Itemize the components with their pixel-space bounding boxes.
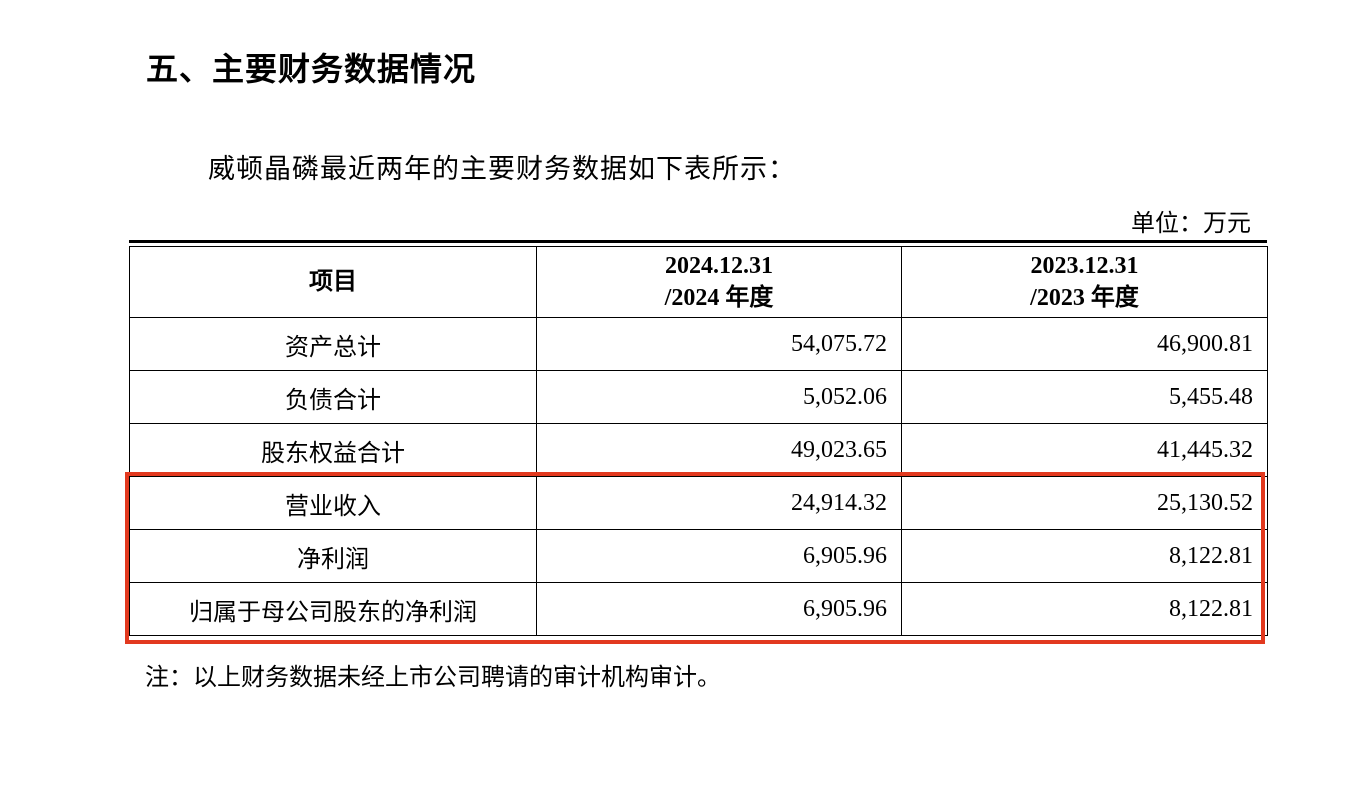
table-row: 资产总计 54,075.72 46,900.81 [129, 317, 1268, 371]
row-value-2024: 24,914.32 [536, 476, 902, 530]
row-item-label: 净利润 [129, 529, 537, 583]
row-item-label: 营业收入 [129, 476, 537, 530]
table-top-rule [129, 240, 1267, 243]
header-2023: 2023.12.31 /2023 年度 [901, 246, 1268, 318]
table-header-row: 项目 2024.12.31 /2024 年度 2023.12.31 /2023 … [129, 246, 1268, 318]
header-2023-period: /2023 年度 [1030, 285, 1139, 311]
row-value-2024: 6,905.96 [536, 582, 902, 636]
row-value-2024: 49,023.65 [536, 423, 902, 477]
table-row: 净利润 6,905.96 8,122.81 [129, 529, 1268, 583]
header-2024-date: 2024.12.31 [665, 253, 773, 279]
row-value-2023: 46,900.81 [901, 317, 1268, 371]
row-value-2023: 25,130.52 [901, 476, 1268, 530]
header-2023-date: 2023.12.31 [1030, 253, 1139, 279]
table-row: 营业收入 24,914.32 25,130.52 [129, 476, 1268, 530]
row-value-2024: 6,905.96 [536, 529, 902, 583]
footnote: 注：以上财务数据未经上市公司聘请的审计机构审计。 [145, 663, 721, 691]
row-item-label: 负债合计 [129, 370, 537, 424]
header-item: 项目 [129, 246, 537, 318]
unit-label: 单位：万元 [1131, 209, 1251, 237]
header-item-label: 项目 [309, 269, 357, 295]
table-row: 归属于母公司股东的净利润 6,905.96 8,122.81 [129, 582, 1268, 636]
row-value-2024: 54,075.72 [536, 317, 902, 371]
row-value-2023: 8,122.81 [901, 529, 1268, 583]
row-value-2023: 8,122.81 [901, 582, 1268, 636]
row-value-2024: 5,052.06 [536, 370, 902, 424]
intro-paragraph: 威顿晶磷最近两年的主要财务数据如下表所示： [208, 154, 796, 185]
row-value-2023: 5,455.48 [901, 370, 1268, 424]
row-value-2023: 41,445.32 [901, 423, 1268, 477]
table-row: 股东权益合计 49,023.65 41,445.32 [129, 423, 1268, 477]
financial-data-table: 项目 2024.12.31 /2024 年度 2023.12.31 /2023 … [129, 246, 1268, 636]
header-2024: 2024.12.31 /2024 年度 [536, 246, 902, 318]
row-item-label: 股东权益合计 [129, 423, 537, 477]
row-item-label: 归属于母公司股东的净利润 [129, 582, 537, 636]
row-item-label: 资产总计 [129, 317, 537, 371]
header-2024-period: /2024 年度 [664, 285, 774, 311]
table-row: 负债合计 5,052.06 5,455.48 [129, 370, 1268, 424]
section-heading: 五、主要财务数据情况 [146, 50, 477, 88]
financial-table-wrapper: 项目 2024.12.31 /2024 年度 2023.12.31 /2023 … [129, 240, 1268, 636]
